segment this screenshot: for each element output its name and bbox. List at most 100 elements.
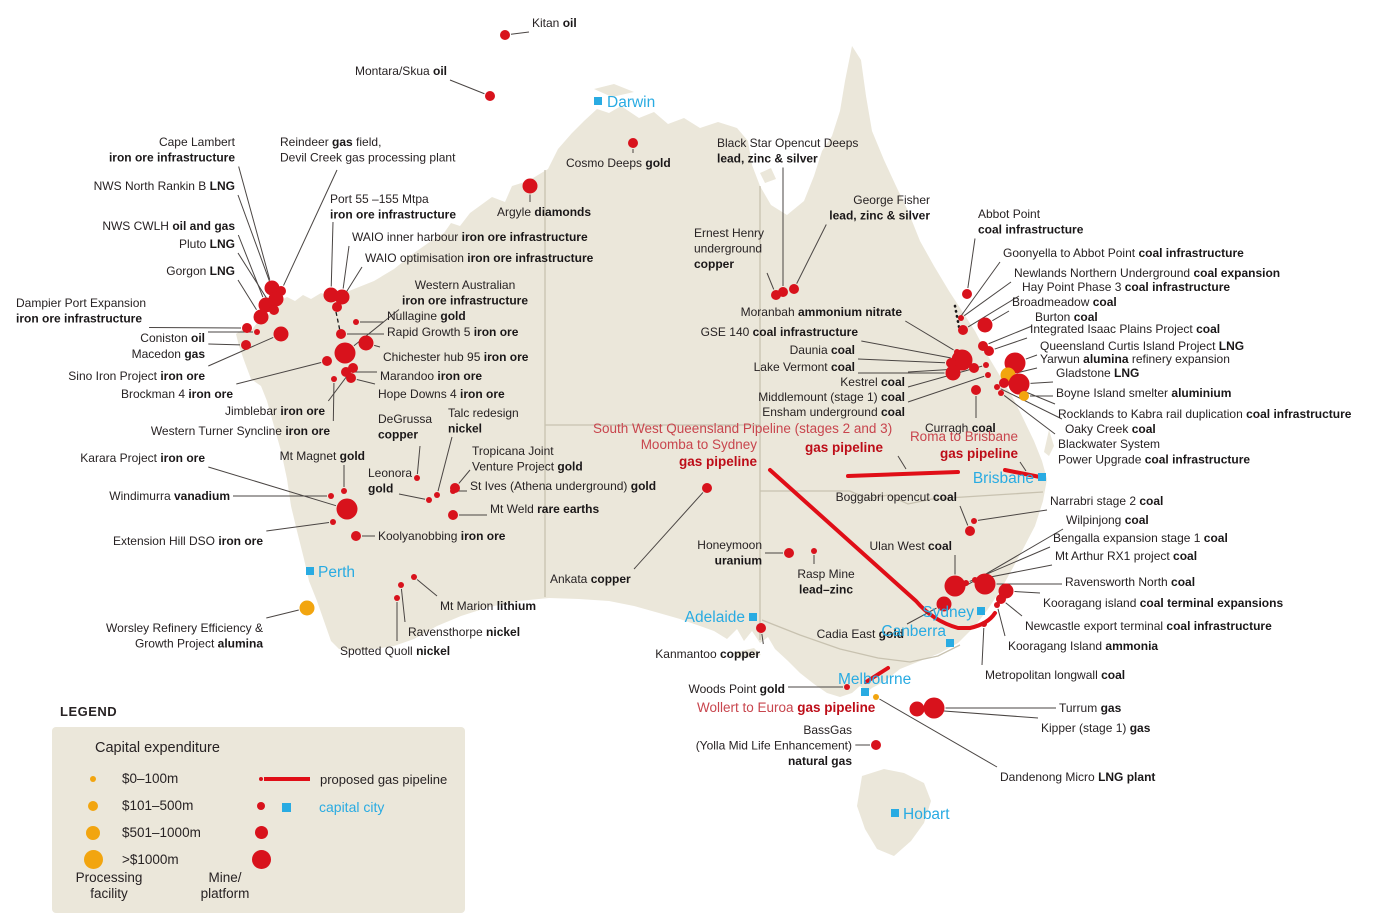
- mt-marion-dot: [411, 574, 417, 580]
- brockman-4-dot: [322, 356, 332, 366]
- bassgas-yolla-dot: [871, 740, 881, 750]
- kooragang-island-terminal-label: Kooragang island coal terminal expansion…: [1043, 596, 1283, 610]
- macedon-leader: [208, 343, 241, 346]
- tropicana-jv-label: Tropicana Joint: [472, 444, 554, 458]
- sino-iron-project-leader: [208, 336, 274, 367]
- ulan-west-label: Ulan West coal: [870, 539, 952, 553]
- blackwater-system-dot: [998, 390, 1004, 396]
- metropolitan-longwall-leader: [981, 627, 985, 666]
- processing-facility-dot-icon: [90, 775, 96, 782]
- mt-marion-leader: [416, 579, 438, 597]
- capital-city-swatch-icon: [282, 802, 291, 812]
- layer-leaders: [149, 31, 1064, 768]
- burton-label: Burton coal: [1035, 310, 1098, 324]
- hope-downs-4-leader: [356, 378, 376, 385]
- degrussa-dot: [414, 475, 420, 481]
- queensland-curtis-island-leader: [1025, 354, 1038, 360]
- western-turner-syncline-dot: [331, 376, 337, 382]
- moranbah-label: Moranbah ammonium nitrate: [741, 305, 903, 319]
- cape-lambert-label: Cape Lambert: [159, 135, 236, 149]
- capital-city-label-brisbane: Brisbane: [973, 470, 1034, 487]
- pipeline-swatch-icon: [264, 777, 310, 781]
- cosmo-deeps-label: Cosmo Deeps gold: [566, 156, 671, 170]
- ankata-label: Ankata copper: [550, 572, 631, 586]
- legend-capex-row: >$1000m: [64, 846, 284, 873]
- spotted-quoll-dot: [394, 595, 400, 601]
- karara-project-leader: [208, 466, 337, 507]
- jimblebar-leader: [327, 372, 350, 402]
- woods-point-dot: [844, 684, 850, 690]
- cosmo-deeps-dot: [628, 138, 638, 148]
- integrated-isaac-plains-leader: [994, 337, 1028, 350]
- capital-city-marker-adelaide: [749, 613, 757, 621]
- broadmeadow-label: Broadmeadow coal: [1012, 295, 1117, 309]
- layer-pipes: [768, 468, 1042, 684]
- chichester-hub-95-leader: [374, 344, 381, 348]
- legend-capex-rows: $0–100m $101–500m $501–1000m >$1000m: [64, 765, 284, 873]
- kanmantoo-leader: [761, 633, 764, 645]
- sino-iron-project-dot: [273, 326, 289, 342]
- swq-pipeline-label: South West Queensland Pipeline (stages 2…: [593, 421, 892, 436]
- gse-140-dot: [951, 349, 973, 371]
- metropolitan-longwall-label: Metropolitan longwall coal: [985, 668, 1125, 682]
- ernest-henry-label: Ernest Henry: [694, 226, 764, 240]
- broadmeadow-dot: [977, 317, 993, 333]
- middlemount-label: Middlemount (stage 1) coal: [758, 390, 905, 404]
- mt-marion-label: Mt Marion lithium: [440, 599, 536, 613]
- gladstone-lng-dot: [1008, 373, 1030, 395]
- goonyella-to-abbot-point-label: Goonyella to Abbot Point coal infrastruc…: [1003, 246, 1244, 260]
- dandenong-micro-lng-label: Dandenong Micro LNG plant: [1000, 770, 1155, 784]
- legend-processing-line2: facility: [90, 886, 128, 901]
- western-australian-iron-ore-label: Western Australian: [415, 278, 516, 292]
- nullagine-label: Nullagine gold: [387, 309, 466, 323]
- gladstone-lng-leader: [1030, 381, 1054, 384]
- marandoo-label: Marandoo iron ore: [380, 369, 482, 383]
- capital-city-marker-perth: [306, 567, 314, 575]
- abbot-point-leader: [967, 238, 976, 289]
- degrussa-label: DeGrussa: [378, 412, 432, 426]
- nullagine-dot: [353, 319, 359, 325]
- legend-mine-line2: platform: [200, 886, 250, 901]
- processing-facility-dot-icon: [83, 850, 103, 869]
- woods-point-label: Woods Point gold: [689, 682, 785, 696]
- mt-magnet-label: Mt Magnet gold: [280, 449, 365, 463]
- mine-platform-dot-icon: [254, 826, 268, 839]
- lake-vermont-dot: [945, 365, 961, 381]
- mt-magnet-dot: [341, 488, 347, 494]
- kitan-label: Kitan oil: [532, 16, 577, 30]
- newcastle-export-terminal-dot: [996, 594, 1006, 604]
- ernest-henry-leader: [766, 272, 775, 290]
- kestrel-dot: [969, 363, 979, 373]
- legend-capital-city-row: capital city: [264, 793, 447, 821]
- newlands-northern-underground-label: Newlands Northern Underground coal expan…: [1014, 266, 1280, 280]
- coniston-label: Coniston oil: [140, 331, 205, 345]
- gorgon-label: Gorgon LNG: [166, 264, 235, 278]
- integrated-isaac-plains-dot: [984, 346, 994, 356]
- worsley-refinery-dot: [299, 600, 315, 616]
- boggabri-opencut-label: Boggabri opencut coal: [836, 490, 957, 504]
- capital-city-marker-sydney: [977, 607, 985, 615]
- macedon-dot: [241, 340, 251, 350]
- south-west-queensland-pipeline: [846, 470, 960, 478]
- kitan-dot: [500, 30, 510, 40]
- capital-city-label-canberra: Canberra: [881, 623, 946, 640]
- kooragang-island-terminal-leader: [1014, 591, 1041, 594]
- boggabri-opencut-dot: [965, 526, 975, 536]
- abbot-point-dot: [962, 289, 972, 299]
- bassgas-yolla-label: (Yolla Mid Life Enhancement): [696, 739, 852, 753]
- mt-weld-dot: [448, 510, 458, 520]
- macedon-label: Macedon gas: [132, 347, 206, 361]
- dampier-port-expansion-dot: [242, 323, 252, 333]
- abbot-point-label: Abbot Point: [978, 207, 1041, 221]
- ensham-underground-label: Ensham underground coal: [762, 405, 905, 419]
- sino-iron-project-label: Sino Iron Project iron ore: [68, 369, 205, 383]
- goonyella-to-abbot-point-leader: [960, 261, 1001, 317]
- george-fisher-label: lead, zinc & silver: [829, 209, 930, 223]
- brockman-4-leader: [236, 361, 322, 385]
- worsley-refinery-label: Worsley Refinery Efficiency &: [106, 621, 263, 635]
- turrum-label: Turrum gas: [1059, 701, 1122, 715]
- newcastle-export-terminal-leader: [1005, 602, 1023, 617]
- kipper-stage-1-label: Kipper (stage 1) gas: [1041, 721, 1151, 735]
- daunia-label: Daunia coal: [790, 343, 855, 357]
